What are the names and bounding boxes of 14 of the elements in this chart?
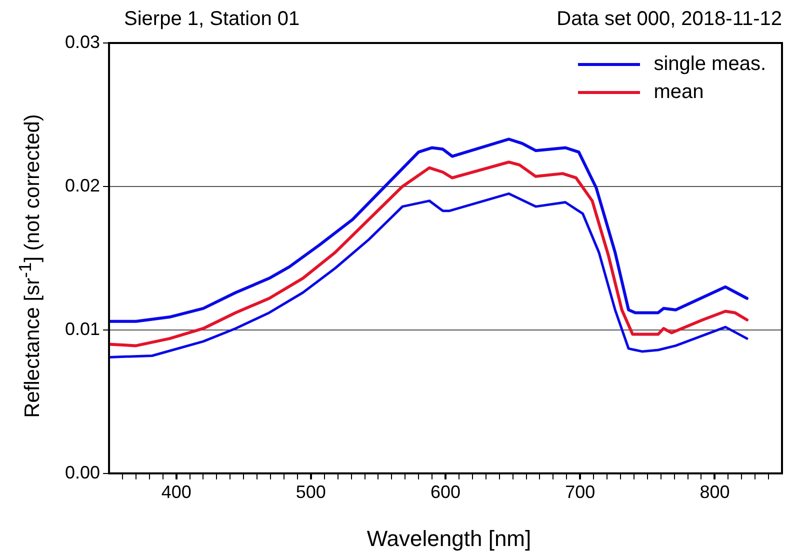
x-tick-label: 700: [565, 482, 596, 502]
x-tick-label: 600: [430, 482, 461, 502]
y-tick-label: 0.01: [64, 318, 100, 339]
x-tick-label: 500: [296, 482, 326, 502]
x-axis-title: Wavelength [nm]: [366, 526, 532, 552]
chart-title: Sierpe 1, Station 01: [124, 8, 300, 31]
x-tick-label: 800: [700, 482, 730, 502]
x-tick-label: 400: [161, 482, 192, 502]
legend-label: mean: [654, 80, 704, 104]
y-tick-label: 0.00: [64, 462, 100, 482]
y-tick-label: 0.02: [64, 175, 100, 196]
legend-label: single meas.: [654, 52, 766, 76]
y-tick-label: 0.03: [64, 32, 100, 52]
chart-subtitle: Data set 000, 2018-11-12: [556, 8, 782, 31]
